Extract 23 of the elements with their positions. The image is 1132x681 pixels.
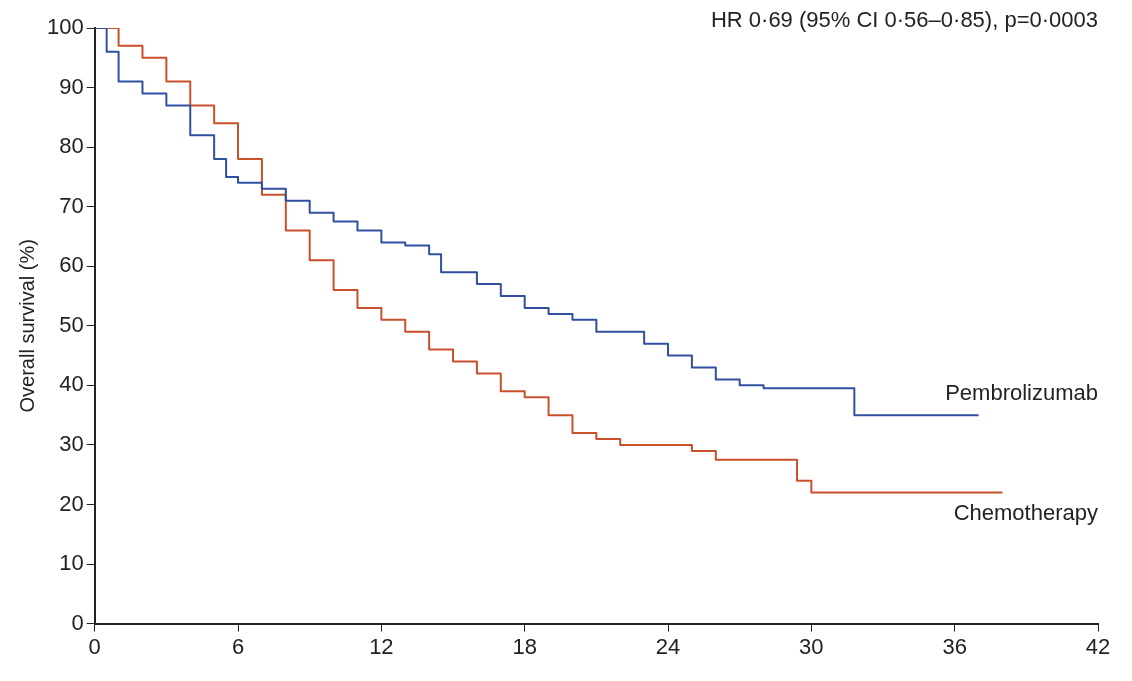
y-tick-label: 100 (46, 14, 84, 40)
x-tick-label: 12 (369, 633, 394, 659)
y-tick-label: 80 (59, 133, 84, 159)
annotation: HR 0·69 (95% CI 0·56–0·85), p=0·0003 (710, 7, 1098, 33)
y-tick-label: 70 (59, 192, 84, 218)
series-label: Chemotherapy (953, 499, 1098, 525)
y-axis-title: Overall survival (%) (15, 239, 38, 413)
x-tick-label: 30 (799, 633, 824, 659)
x-tick-label: 42 (1085, 633, 1111, 659)
y-tick-label: 40 (59, 371, 84, 397)
x-tick-label: 24 (655, 633, 681, 659)
y-tick-label: 0 (71, 609, 84, 635)
x-tick-label: 6 (231, 633, 245, 659)
y-tick-label: 50 (59, 311, 84, 337)
y-tick-label: 20 (59, 490, 84, 516)
y-tick-label: 10 (59, 550, 84, 576)
x-tick-label: 36 (942, 633, 967, 659)
y-tick-label: 90 (59, 73, 84, 99)
x-tick-label: 0 (88, 633, 101, 659)
y-tick-label: 30 (59, 430, 84, 456)
y-tick-label: 60 (59, 252, 84, 278)
x-tick-label: 18 (512, 633, 537, 659)
series-label: Pembrolizumab (945, 380, 1098, 406)
